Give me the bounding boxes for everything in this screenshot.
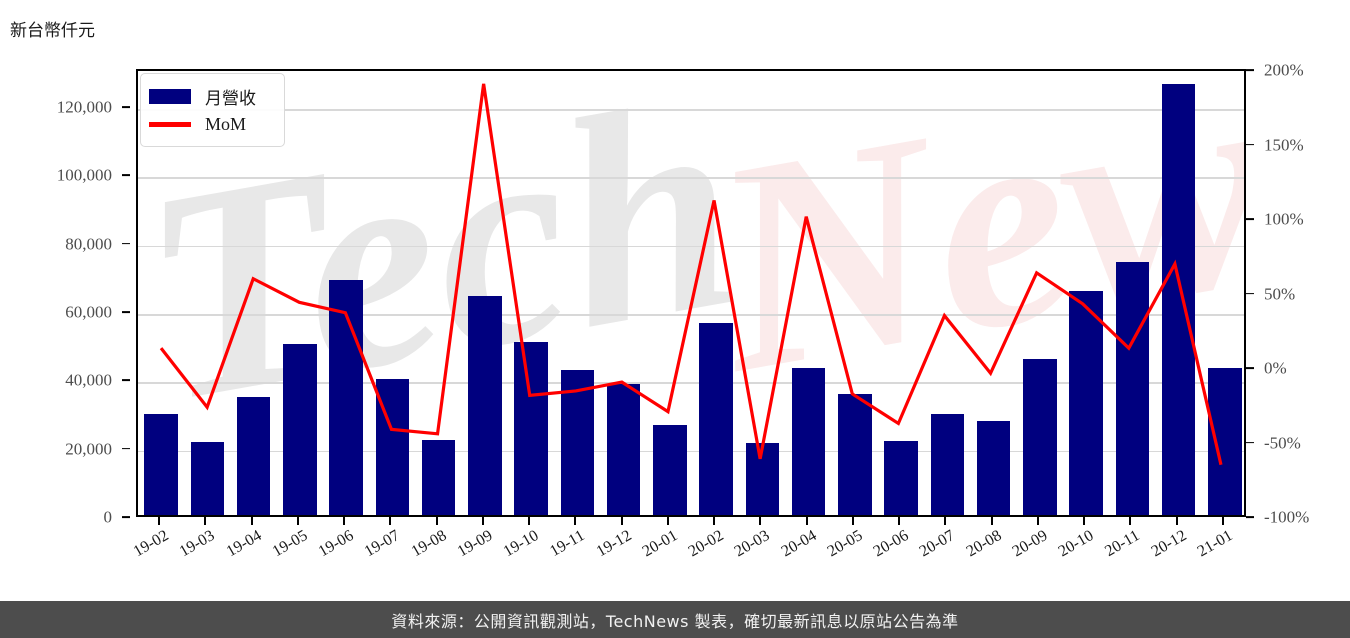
- x-axis-tick-mark: [250, 517, 253, 525]
- y-axis-left-tick-mark: [122, 242, 130, 245]
- bar-19-05: [283, 344, 317, 515]
- mom-polyline: [161, 84, 1221, 465]
- bar-20-01: [653, 424, 687, 515]
- x-axis-tick-mark: [204, 517, 207, 525]
- x-axis-tick-mark: [1221, 517, 1224, 525]
- y-axis-right-tick-mark: [1246, 367, 1254, 369]
- plot-area: Tech News: [136, 69, 1246, 517]
- bar-19-11: [560, 370, 595, 515]
- x-axis-tick-mark: [851, 517, 854, 525]
- x-axis-tick-mark: [759, 517, 762, 525]
- x-axis-tick-mark: [389, 517, 392, 525]
- x-axis-tick-mark: [1083, 517, 1086, 525]
- chart-legend: 月營收 MoM: [140, 73, 285, 147]
- x-axis-tick-mark: [713, 517, 716, 525]
- bar-series-layer: [138, 71, 1244, 515]
- y-axis-right-tick-label: -50%: [1264, 433, 1301, 452]
- y-axis-left-tick-mark: [122, 379, 130, 382]
- bar-19-10: [514, 342, 548, 515]
- x-axis-tick-mark: [1129, 517, 1132, 525]
- y-axis-left-tick-label: 60,000: [65, 302, 112, 322]
- legend-line-swatch-icon: [149, 121, 191, 127]
- x-axis-tick-mark: [944, 517, 947, 525]
- bar-20-12: [1161, 84, 1196, 515]
- bar-20-10: [1069, 290, 1103, 515]
- y-axis-right-tick-label: 200%: [1264, 60, 1304, 80]
- gridline: [138, 109, 1244, 111]
- x-axis-tick-mark: [1175, 517, 1178, 525]
- legend-bar-swatch-icon: [149, 88, 191, 104]
- y-axis-right-tick-label: 50%: [1264, 284, 1296, 303]
- x-axis-tick-mark: [620, 517, 623, 525]
- bar-19-03: [190, 441, 225, 515]
- bar-20-04: [791, 368, 826, 515]
- y-axis-right-tick-mark: [1246, 292, 1254, 295]
- y-axis-left-tick-label: 120,000: [56, 97, 112, 117]
- bar-20-02: [699, 322, 733, 515]
- bar-20-05: [838, 394, 872, 515]
- y-axis-left-tick-mark: [122, 516, 130, 518]
- bar-19-04: [236, 396, 271, 515]
- y-axis-right-tick-label: -100%: [1264, 507, 1310, 527]
- y-axis-right-tick-label: 0%: [1264, 358, 1287, 378]
- x-axis-tick-mark: [528, 517, 531, 525]
- x-axis-tick-mark: [435, 517, 438, 525]
- bar-20-11: [1115, 261, 1150, 515]
- x-axis-tick-mark: [990, 517, 993, 525]
- gridline: [138, 245, 1244, 248]
- bar-20-06: [884, 440, 918, 515]
- gridline: [138, 382, 1244, 384]
- x-axis-tick-mark: [666, 517, 669, 525]
- footer-source-text: 資料來源：公開資訊觀測站，TechNews 製表，確切最新訊息以原站公告為準: [391, 611, 959, 631]
- y-axis-right-tick-mark: [1246, 69, 1254, 71]
- y-axis-left-tick-label: 100,000: [56, 165, 112, 185]
- y-axis-left: 0 20,000 40,000 60,000 80,000 100,000 120,000: [0, 0, 130, 638]
- x-axis-tick-mark: [158, 517, 161, 525]
- bar-19-02: [144, 414, 178, 515]
- gridline: [138, 450, 1244, 453]
- bar-19-06: [329, 279, 363, 515]
- footer-source-bar: 資料來源：公開資訊觀測站，TechNews 製表，確切最新訊息以原站公告為準: [0, 601, 1350, 638]
- bar-21-01: [1208, 368, 1242, 515]
- gridline: [138, 177, 1244, 179]
- legend-item-mom: MoM: [149, 110, 274, 138]
- y-axis-left-tick-mark: [122, 311, 130, 313]
- y-axis-left-tick-label: 80,000: [65, 234, 112, 254]
- bar-20-07: [930, 413, 965, 515]
- y-axis-left-tick-mark: [122, 447, 130, 450]
- y-axis-left-tick-label: 20,000: [65, 439, 112, 459]
- y-axis-left-tick-mark: [122, 106, 130, 108]
- legend-item-revenue: 月營收: [149, 82, 274, 110]
- y-axis-left-tick-label: 0: [103, 507, 113, 527]
- y-axis-right-tick-mark: [1246, 143, 1254, 146]
- x-axis-tick-mark: [574, 517, 577, 525]
- y-axis-left-tick-mark: [122, 174, 130, 177]
- y-axis-right-tick-label: 150%: [1264, 135, 1304, 154]
- gridline: [138, 314, 1244, 316]
- x-axis-tick-mark: [1036, 517, 1039, 525]
- x-axis-tick-mark: [805, 517, 808, 525]
- bar-20-08: [976, 421, 1011, 515]
- x-axis-tick-mark: [898, 517, 901, 525]
- y-axis-right: -100% -50% 0% 50% 100% 150% 200%: [1246, 0, 1350, 638]
- x-axis-tick-mark: [481, 517, 484, 525]
- bar-19-08: [421, 440, 456, 515]
- bar-19-12: [606, 384, 641, 515]
- mom-line-series: [138, 71, 1244, 515]
- y-axis-right-tick-mark: [1246, 516, 1254, 518]
- x-axis-tick-mark: [343, 517, 346, 525]
- y-axis-right-tick-mark: [1246, 441, 1254, 444]
- y-axis-right-tick-label: 100%: [1264, 209, 1304, 229]
- legend-label-revenue: 月營收: [205, 88, 256, 109]
- y-axis-unit-label: 新台幣仟元: [10, 21, 95, 41]
- x-axis-tick-mark: [296, 517, 299, 525]
- bar-19-09: [468, 295, 502, 515]
- legend-label-mom: MoM: [205, 113, 247, 134]
- y-axis-left-tick-label: 40,000: [65, 370, 112, 390]
- y-axis-right-tick-mark: [1246, 218, 1254, 220]
- bar-20-09: [1023, 359, 1057, 515]
